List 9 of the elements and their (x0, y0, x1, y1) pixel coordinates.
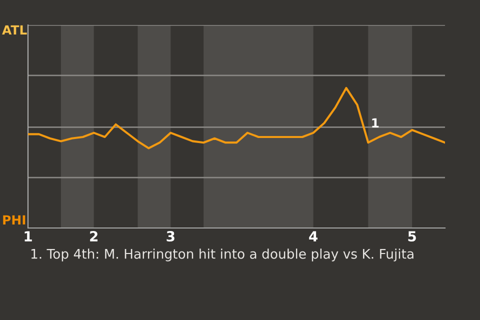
x-tick-label: 3 (166, 231, 174, 242)
annotation: 1 (372, 118, 379, 128)
x-tick-label: 5 (408, 231, 416, 242)
x-tick-label: 2 (90, 231, 98, 242)
text: PHI (3, 215, 26, 224)
text: 1. Top 4th: M. Harrington hit into a double play vs K. Fujita (31, 248, 414, 262)
x-tick-label: 1 (24, 231, 32, 242)
x-tick-label: 4 (309, 231, 318, 242)
text: ATL (2, 25, 27, 34)
